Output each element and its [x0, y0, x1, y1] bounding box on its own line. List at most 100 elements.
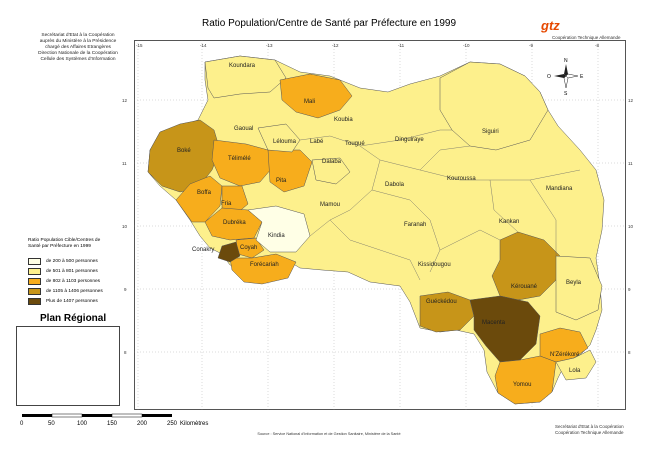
internal-boundaries [299, 129, 581, 281]
label-gueckedou: Guéckédou [426, 299, 457, 305]
compass-s: S [564, 91, 568, 97]
prefecture-labels: Koundara Mali Gaoual Koubia Boké Lélouma… [177, 63, 582, 388]
region-kindia [247, 205, 311, 253]
region-beyla [555, 255, 603, 321]
lon-label: -9 [529, 43, 533, 48]
legend-label: Plus de 1407 personnes [46, 298, 98, 304]
label-kouroussa: Kouroussa [447, 176, 476, 182]
compass-needle-east [565, 73, 579, 79]
label-pita: Pita [276, 178, 287, 184]
region-telimele [211, 139, 273, 187]
lon-label: -15 [136, 43, 143, 48]
label-dinguiraye: Dinguiraye [395, 137, 424, 143]
label-kissidougou: Kissidougou [418, 262, 451, 268]
label-mamou: Mamou [320, 202, 340, 208]
label-beyla: Beyla [566, 280, 582, 286]
region-kerouane [491, 231, 561, 301]
scalebar-unit: Kilomètres [180, 421, 208, 427]
label-labe: Labé [310, 139, 324, 145]
region-boffa [175, 175, 223, 223]
lat-label: 9 [628, 287, 631, 292]
map-frame [134, 40, 626, 410]
scalebar-tick: 200 [137, 421, 148, 427]
scalebar-segment [82, 414, 112, 417]
legend: Ratio Population Cible/Centres de Santé … [28, 238, 138, 306]
lat-label: 10 [122, 224, 128, 229]
legend-title: Ratio Population Cible/Centres de Santé … [28, 238, 101, 249]
scalebar-tick: 250 [167, 421, 178, 427]
region-mali [279, 73, 353, 119]
label-dalaba: Dalaba [322, 159, 342, 165]
legend-swatch [28, 277, 41, 285]
region-siguiri [439, 61, 549, 151]
label-fria: Fria [221, 201, 232, 207]
label-koundara: Koundara [229, 63, 256, 69]
label-conakry: Conakry [192, 247, 214, 253]
region-gueckedou [419, 291, 475, 333]
lat-label: 12 [628, 98, 634, 103]
compass-e: E [580, 74, 584, 80]
label-nzerekore: N'Zérékoré [550, 352, 580, 358]
region-dalaba [311, 157, 351, 185]
credits-line: Secrétariat d'Etat à la Coopération [41, 33, 115, 38]
inset-title: Plan Régional [40, 313, 107, 324]
legend-label: de 200 à 500 personnes [46, 258, 98, 264]
legend-swatch [28, 267, 41, 275]
legend-item: Plus de 1407 personnes [28, 296, 138, 306]
region-lola [555, 349, 597, 381]
page-title: Ratio Population/Centre de Santé par Pré… [201, 18, 457, 29]
inset-frame [16, 326, 120, 406]
legend-swatch [28, 297, 41, 305]
footer-credit: Secrétariat d'Etat à la Coopération Coop… [555, 424, 624, 436]
lat-label: 8 [124, 350, 127, 355]
compass-rose: N S E O [547, 58, 584, 97]
scalebar-tick: 50 [48, 421, 55, 427]
scalebar-tick: 0 [20, 421, 24, 427]
lon-label: -13 [266, 43, 273, 48]
lat-label: 12 [122, 98, 128, 103]
label-telimele: Télimélé [228, 156, 251, 162]
gtz-logo: gtz [541, 18, 560, 33]
label-tougue: Tougué [345, 141, 365, 147]
label-lelouma: Lélouma [273, 139, 297, 145]
lon-label: -14 [200, 43, 207, 48]
scalebar-segment [51, 413, 83, 418]
label-gaoual: Gaoual [234, 126, 253, 132]
footer-credit-line: Coopération Technique Allemande [555, 430, 624, 435]
source-note: Source : Service National d'Information … [257, 432, 401, 436]
scalebar-segment [142, 414, 172, 417]
lon-label: -10 [463, 43, 470, 48]
lat-label: 11 [122, 161, 127, 166]
legend-swatch [28, 257, 41, 265]
region-koundara [204, 55, 287, 99]
label-dabola: Dabola [385, 182, 405, 188]
region-fria [221, 185, 249, 215]
region-conakry [217, 241, 241, 263]
compass-needle-south [563, 75, 569, 89]
label-mali: Mali [304, 99, 315, 105]
label-macenta: Macenta [482, 320, 506, 326]
region-pita [267, 149, 313, 193]
label-kerouane: Kérouané [511, 284, 538, 290]
legend-item: de 802 à 1103 personnes [28, 276, 138, 286]
region-dubreka [204, 207, 263, 241]
label-faranah: Faranah [404, 222, 426, 228]
label-kindia: Kindia [268, 233, 285, 239]
label-koubia: Koubia [334, 117, 353, 123]
compass-needle-north [564, 64, 568, 76]
label-boke: Boké [177, 148, 191, 154]
label-lola: Lola [569, 368, 581, 374]
label-dubreka: Dubréka [223, 220, 246, 226]
legend-label: de 1105 à 1406 personnes [46, 288, 103, 294]
logo-caption: Coopération Technique Allemande [552, 35, 621, 40]
legend-item: de 1105 à 1406 personnes [28, 286, 138, 296]
legend-item: de 501 à 801 personnes [28, 266, 138, 276]
label-siguiri: Siguiri [482, 129, 499, 135]
region-forecariah [229, 253, 297, 285]
footer-credit-line: Secrétariat d'Etat à la Coopération [555, 424, 624, 429]
label-kankan: Kankan [499, 219, 519, 225]
credits-line: Direction Nationale de la Coopération [38, 51, 118, 56]
label-coyah: Coyah [240, 245, 257, 251]
scalebar-segment [111, 413, 143, 418]
scalebar: 0 50 100 150 200 250 Kilomètres [20, 413, 208, 427]
